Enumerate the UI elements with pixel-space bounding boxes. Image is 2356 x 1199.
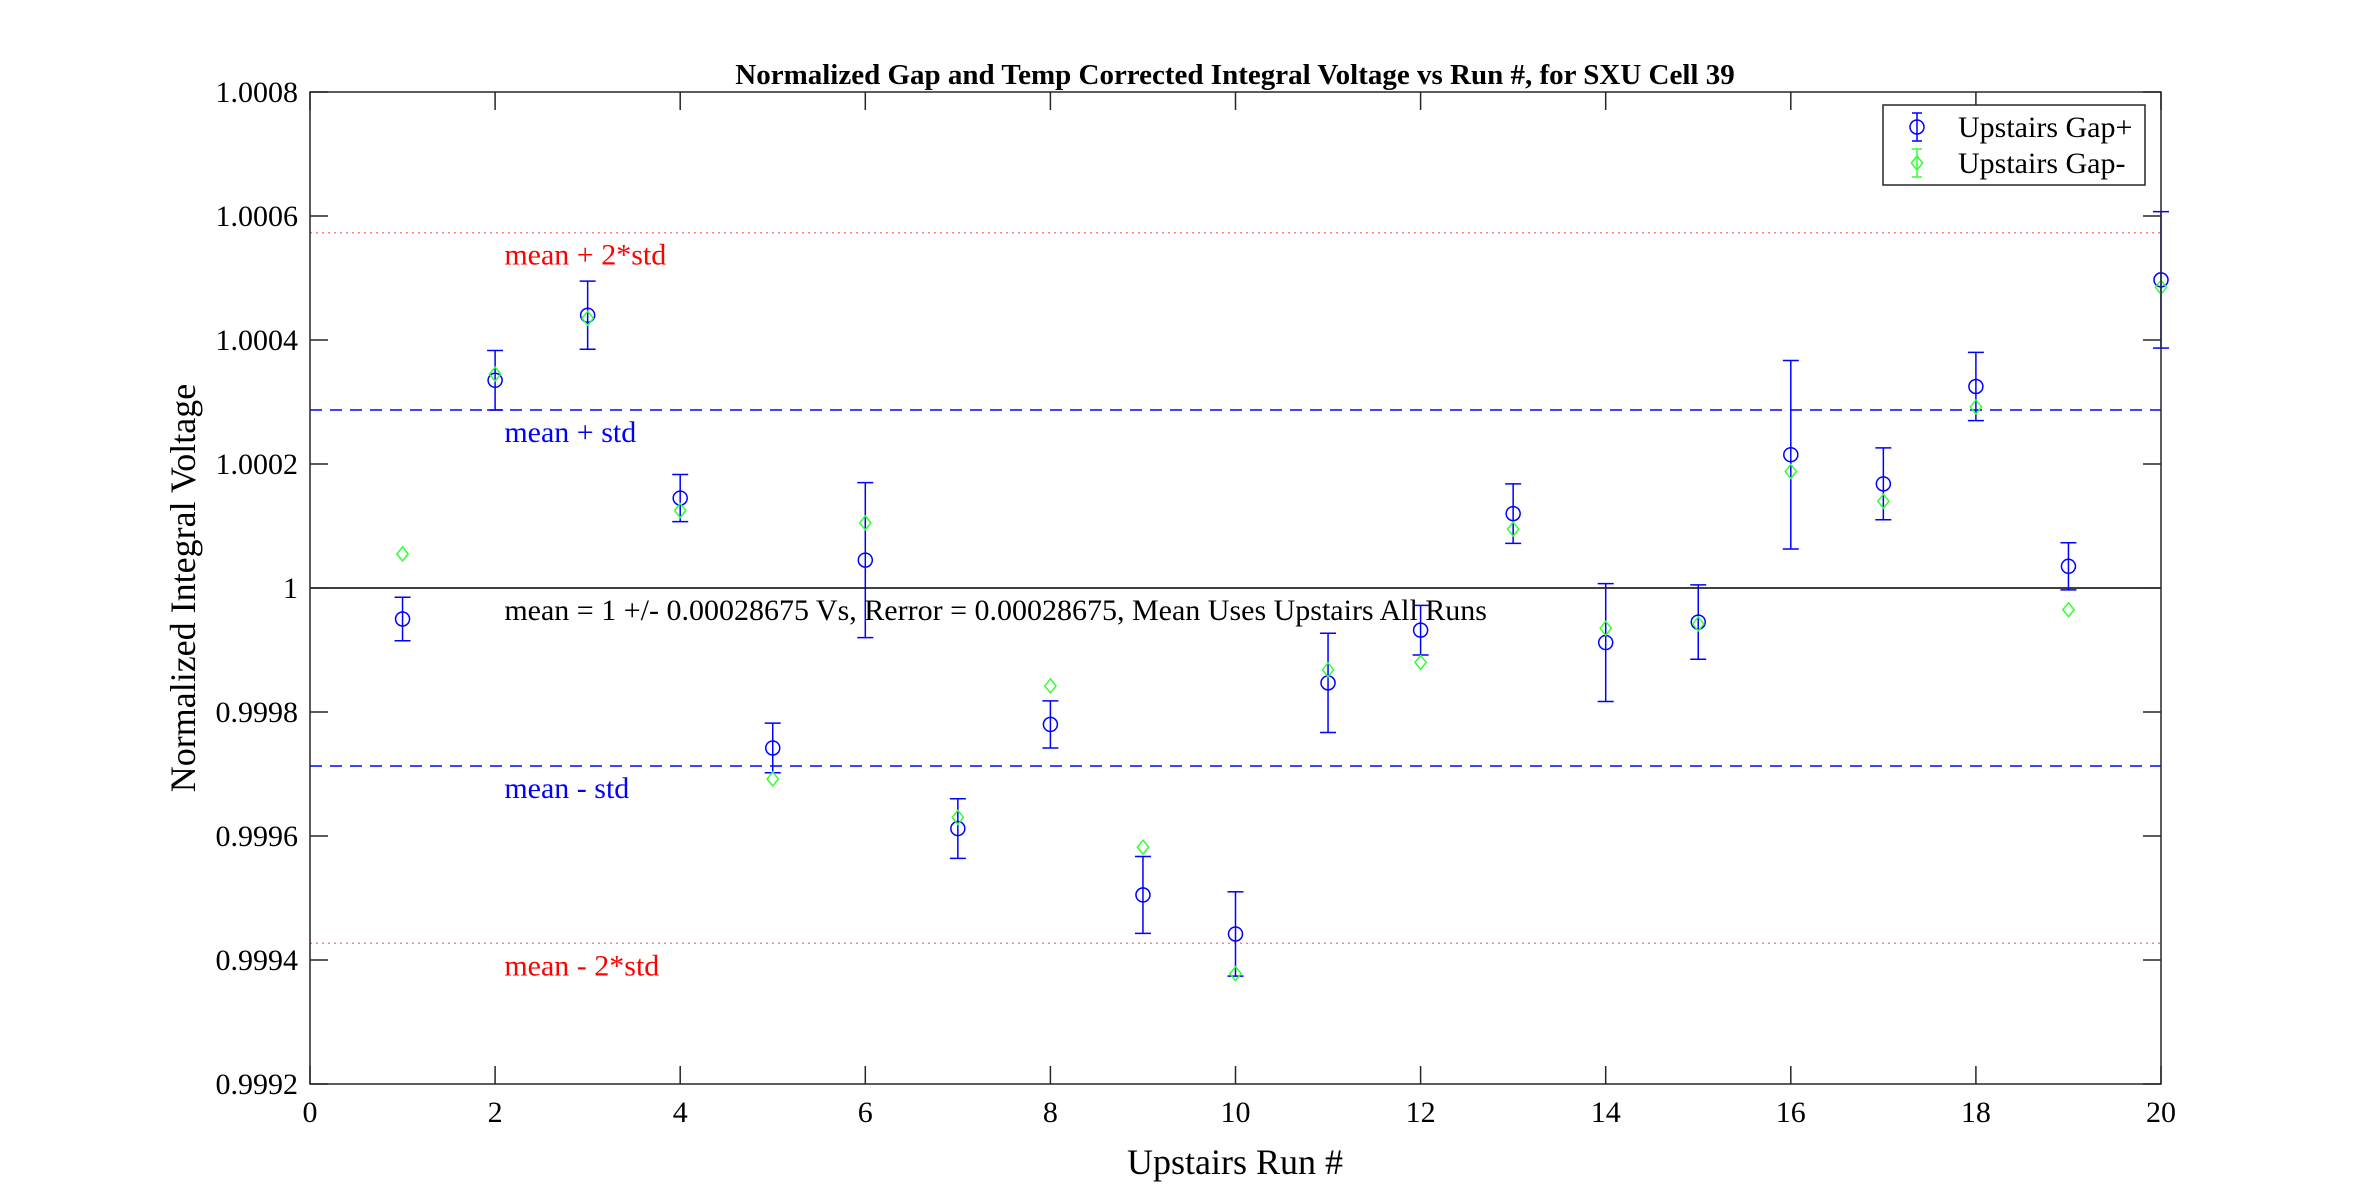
y-tick-label: 0.9992: [216, 1068, 299, 1101]
data-point-diamond: [673, 502, 687, 519]
data-point-diamond: [1321, 661, 1335, 679]
data-point-circle: [1412, 622, 1429, 638]
series-group: [394, 210, 2169, 977]
data-point-diamond: [2061, 601, 2076, 618]
data-point-circle: [765, 740, 781, 756]
x-tick-label: 12: [1406, 1096, 1436, 1129]
data-point-circle: [487, 372, 503, 389]
legend: Upstairs Gap+Upstairs Gap-: [1882, 104, 2146, 186]
reference-line-label: mean + 2*std: [504, 239, 666, 272]
data-point-diamond: [766, 770, 780, 788]
data-point-diamond: [1506, 520, 1520, 538]
y-tick-label: 0.9996: [216, 820, 299, 853]
y-axis-label: Normalized Integral Voltage: [163, 384, 203, 793]
data-point-diamond: [1136, 838, 1150, 856]
y-tick-label: 0.9998: [216, 696, 299, 729]
series-group: [395, 279, 2168, 982]
data-point-circle: [1968, 378, 1984, 395]
data-point-circle: [1783, 446, 1799, 463]
reference-line-label: mean - 2*std: [504, 949, 659, 982]
data-point-diamond: [395, 545, 410, 563]
reference-lines: mean + 2*std mean + std mean = 1 +/- 0.000…: [310, 231, 2161, 982]
y-tick-label: 1.0004: [216, 324, 299, 357]
legend-marker-diamond: [1910, 154, 1924, 172]
data-point-circle: [857, 552, 874, 568]
y-tick-label: 1.0002: [216, 448, 299, 481]
x-axis-label: Upstairs Run #: [1127, 1142, 1343, 1182]
y-tick-label: 0.9994: [216, 944, 299, 977]
y-tick-label: 1.0008: [216, 76, 299, 109]
data-point-circle: [1875, 476, 1892, 492]
series-layer: [394, 210, 2169, 982]
data-point-circle: [672, 490, 688, 506]
x-tick-label: 0: [303, 1096, 318, 1129]
axis-ticks: 0 2 4 6 8 10 12 14 16 18 20 0.9992 0.9994 0.9996 0.999…: [216, 76, 2177, 1129]
data-point-circle: [394, 611, 411, 627]
data-point-circle: [1690, 614, 1706, 630]
data-point-diamond: [1691, 615, 1705, 633]
data-point-diamond: [488, 365, 502, 383]
data-point-diamond: [858, 514, 872, 532]
data-point-circle: [1042, 716, 1059, 733]
legend-box: [1882, 104, 2146, 186]
x-tick-label: 4: [673, 1096, 688, 1129]
legend-label: Upstairs Gap+: [1958, 111, 2132, 144]
reference-line-label: mean + std: [504, 416, 636, 449]
data-point-diamond: [581, 310, 595, 327]
data-point-circle: [2060, 558, 2077, 575]
reference-line-label: mean - std: [504, 772, 629, 805]
x-tick-label: 14: [1591, 1096, 1621, 1129]
x-tick-label: 2: [488, 1096, 503, 1129]
data-point-diamond: [1876, 492, 1890, 510]
data-point-circle: [1505, 505, 1521, 522]
data-point-diamond: [1043, 677, 1057, 695]
y-tick-label: 1.0006: [216, 200, 299, 233]
data-point-diamond: [1414, 654, 1428, 671]
x-tick-label: 8: [1043, 1096, 1058, 1129]
x-tick-label: 18: [1961, 1096, 1991, 1129]
data-point-diamond: [1784, 463, 1798, 480]
legend-marker-circle: [1909, 119, 1925, 135]
data-point-circle: [1135, 887, 1151, 903]
x-tick-label: 16: [1776, 1096, 1806, 1129]
data-point-diamond: [1228, 965, 1243, 982]
data-point-circle: [579, 307, 596, 323]
x-tick-label: 6: [858, 1096, 873, 1129]
data-point-diamond: [1969, 398, 1983, 416]
x-tick-label: 20: [2146, 1096, 2176, 1129]
data-point-circle: [1227, 926, 1244, 942]
data-point-diamond: [951, 809, 965, 826]
chart-title: Normalized Gap and Temp Corrected Integr…: [735, 59, 1734, 91]
y-tick-label: 1: [283, 572, 298, 605]
reference-line-label: mean = 1 +/- 0.00028675 Vs, Rerror = 0.0…: [504, 594, 1487, 627]
data-point-diamond: [1599, 620, 1613, 637]
legend-label: Upstairs Gap-: [1958, 147, 2125, 180]
x-tick-label: 10: [1221, 1096, 1251, 1129]
data-point-circle: [950, 820, 966, 837]
